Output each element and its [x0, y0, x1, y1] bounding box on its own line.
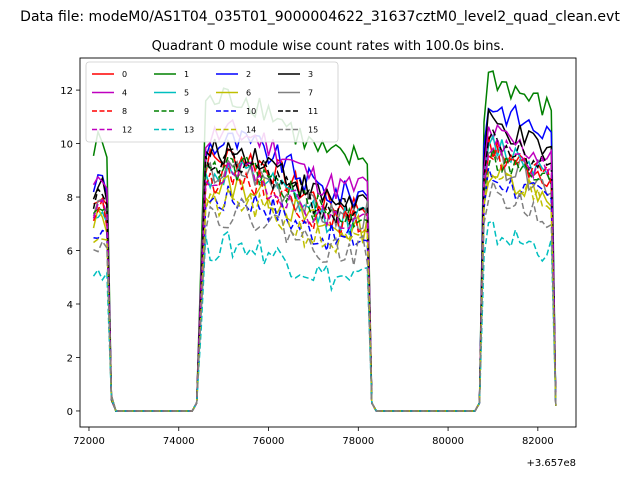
- series-line-15: [93, 179, 557, 412]
- x-axis: 72000 74000 76000 78000 80000 82000: [73, 427, 554, 447]
- x-tick-label: 78000: [342, 436, 374, 447]
- y-axis: 0 2 4 6 8 10 12: [60, 86, 80, 418]
- legend-label-15: 15: [308, 126, 318, 135]
- legend-label-3: 3: [308, 70, 313, 79]
- x-offset-label: +3.657e8: [526, 458, 576, 469]
- legend-label-12: 12: [122, 126, 132, 135]
- series-lines: [92, 70, 557, 412]
- x-tick-label: 80000: [432, 436, 464, 447]
- y-tick-label: 8: [67, 193, 73, 204]
- legend-label-1: 1: [184, 70, 189, 79]
- legend-label-8: 8: [122, 107, 127, 116]
- series-line-14: [93, 170, 557, 412]
- series-line-10: [93, 168, 557, 412]
- x-tick-label: 76000: [253, 436, 285, 447]
- legend-label-14: 14: [246, 126, 256, 135]
- y-tick-label: 12: [60, 86, 73, 97]
- legend-label-9: 9: [184, 107, 189, 116]
- y-tick-label: 0: [67, 407, 73, 418]
- legend-frame: [85, 61, 339, 143]
- y-tick-label: 6: [67, 247, 73, 258]
- series-line-13: [92, 220, 557, 412]
- y-tick-label: 4: [67, 300, 73, 311]
- legend-label-7: 7: [308, 89, 313, 98]
- y-tick-label: 10: [60, 140, 73, 151]
- legend-label-13: 13: [184, 126, 194, 135]
- chart-title: Quadrant 0 module wise count rates with …: [152, 39, 505, 54]
- legend-label-6: 6: [246, 89, 251, 98]
- legend-label-11: 11: [308, 107, 318, 116]
- figure-suptitle: Data file: modeM0/AS1T04_035T01_90000046…: [20, 9, 620, 25]
- y-tick-label: 2: [67, 353, 73, 364]
- legend-label-10: 10: [246, 107, 256, 116]
- x-tick-label: 74000: [163, 436, 195, 447]
- legend-label-0: 0: [122, 70, 127, 79]
- x-tick-label: 82000: [522, 436, 554, 447]
- legend-label-2: 2: [246, 70, 251, 79]
- x-tick-label: 72000: [73, 436, 105, 447]
- legend-label-4: 4: [122, 89, 127, 98]
- legend-label-5: 5: [184, 89, 189, 98]
- axes-frame: [79, 57, 577, 428]
